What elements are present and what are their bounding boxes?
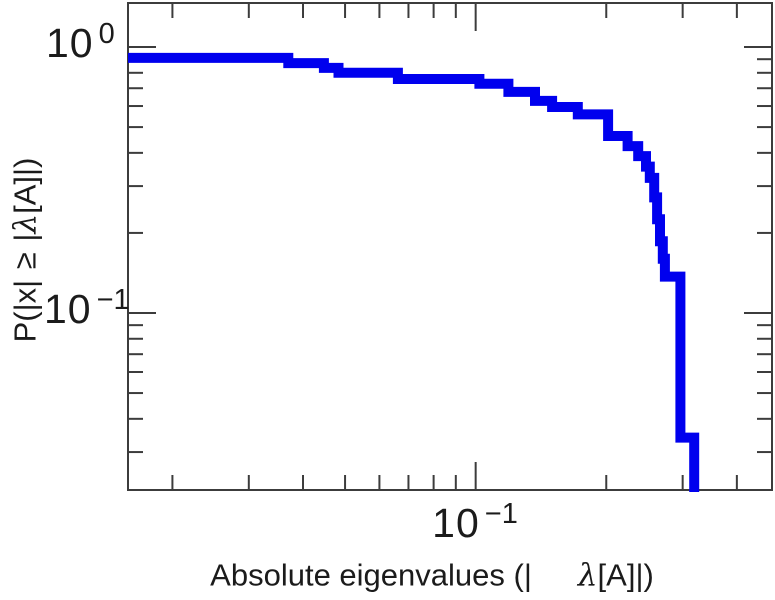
x-axis-title-text: Absolute eigenvalues (| <box>210 557 532 593</box>
x-tick-label-0p1-base: 10 <box>432 500 480 547</box>
x-tick-label-0p1: 10 −1 <box>432 498 518 547</box>
lambda-symbol: λ <box>7 213 44 234</box>
y-axis-title: P(|x| ≥ |λ[A]|) <box>8 158 45 343</box>
lambda-symbol: λ <box>577 557 598 594</box>
y-tick-label-0p1: 10 −1 <box>44 284 130 333</box>
x-tick-label-0p1-exponent: −1 <box>484 498 518 531</box>
y-tick-label-1-exponent: 0 <box>98 18 115 51</box>
y-tick-label-0p1-exponent: −1 <box>96 284 130 317</box>
y-axis-title-text3: [A]|) <box>7 157 43 214</box>
ccdf-curve <box>128 52 700 492</box>
x-axis-title: Absolute eigenvalues (| λ[A]|) <box>210 558 654 595</box>
y-axis-title-text: P(|x| <box>7 271 43 343</box>
greater-equal-symbol: ≥ <box>7 252 43 270</box>
plot-border <box>127 2 773 491</box>
x-axis-title-text2: [A]|) <box>597 557 654 593</box>
y-tick-label-1: 10 0 <box>46 18 115 67</box>
y-tick-label-1-base: 10 <box>46 20 94 67</box>
y-axis-title-text2: | <box>7 233 43 251</box>
y-tick-label-0p1-base: 10 <box>44 286 92 333</box>
